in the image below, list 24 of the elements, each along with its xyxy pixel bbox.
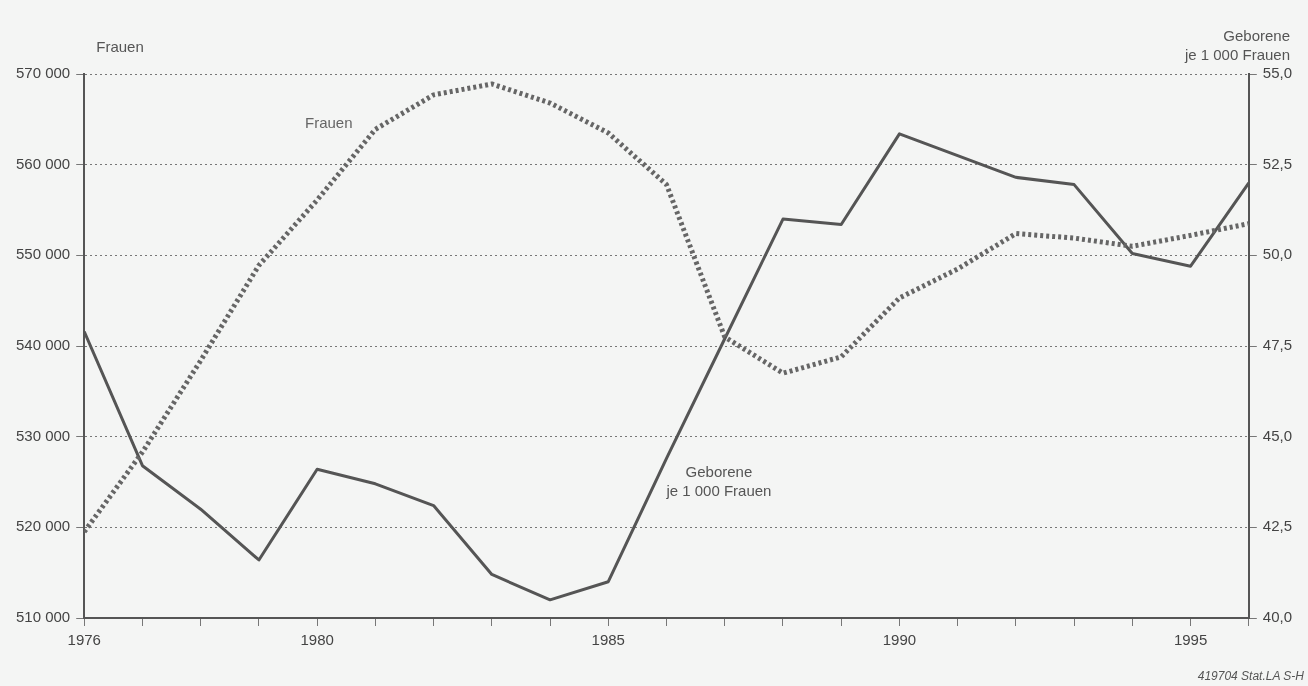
x-tick-label: 1985 (591, 631, 625, 649)
y-tick-label: 570 000 (15, 64, 71, 82)
y2-tick-label: 50,0 (1262, 245, 1293, 263)
x-tick-label: 1995 (1173, 631, 1208, 649)
series-label: Geborene je 1 000 Frauen (665, 462, 772, 499)
y2-tick-label: 47,5 (1262, 336, 1293, 354)
y2-tick-label: 45,0 (1262, 426, 1293, 444)
y2-tick-label: 40,0 (1262, 608, 1293, 626)
y-axis-title: Frauen (96, 38, 144, 55)
y2-tick-label: 55,0 (1262, 64, 1293, 82)
x-tick-label: 1976 (67, 631, 101, 649)
y2-tick-label: 42,5 (1262, 517, 1293, 535)
y-tick-label: 540 000 (15, 336, 71, 354)
y-tick-label: 520 000 (15, 517, 71, 535)
x-tick-label: 1980 (300, 631, 334, 649)
y2-axis-title: Geborene je 1 000 Frauen (1183, 27, 1290, 63)
y-tick-label: 560 000 (15, 154, 71, 172)
x-tick-label: 1990 (882, 631, 917, 649)
y-tick-label: 530 000 (15, 426, 71, 444)
y-tick-label: 550 000 (15, 245, 71, 263)
y-tick-label: 510 000 (15, 608, 71, 626)
text: 419704 Stat.LA S-H (1197, 669, 1305, 683)
series-label: Frauen (305, 114, 353, 132)
y2-tick-label: 52,5 (1262, 154, 1293, 172)
